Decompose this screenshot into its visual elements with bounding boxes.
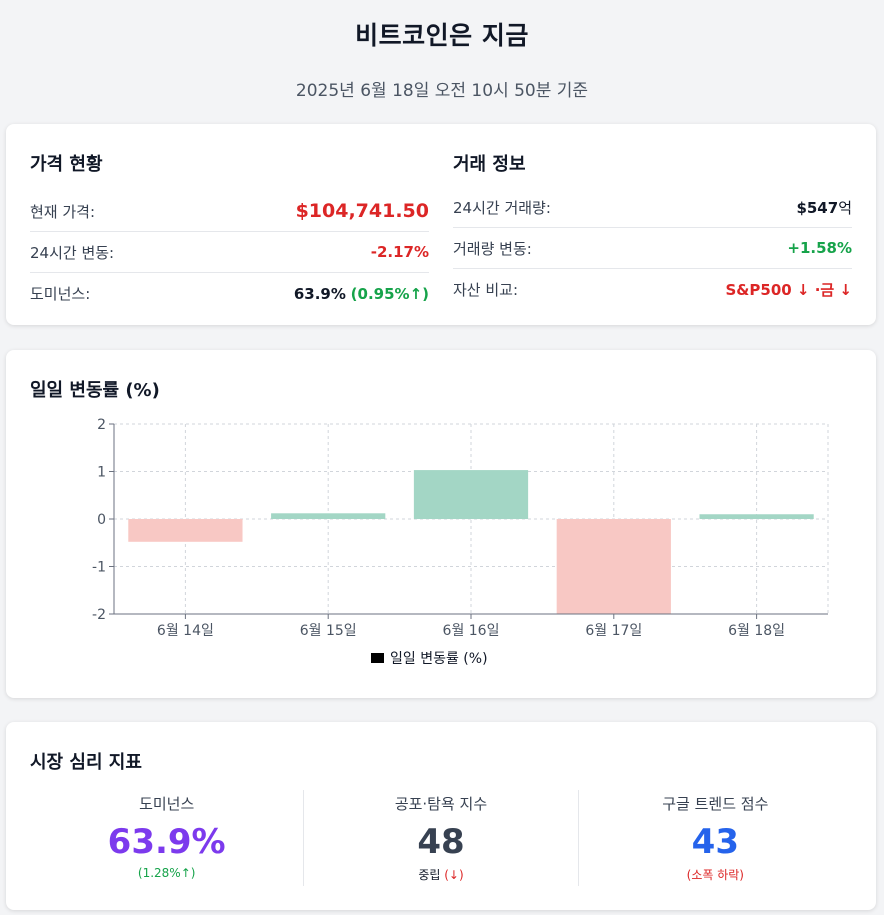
chart-card: 일일 변동률 (%) 2 1 0 -1 -2 6월 14일 6월 15일 6월 16일 6월 1…	[6, 350, 876, 698]
price-status-section: 가격 현황 현재 가격: $104,741.50 24시간 변동: -2.17%…	[30, 150, 429, 314]
dominance-row: 도미넌스: 63.9% (0.95%↑)	[30, 273, 429, 314]
metric-fear-greed-label: 공포·탐욕 지수	[394, 795, 488, 813]
metric-fear-greed-arrow: (↓)	[444, 868, 464, 882]
x-tick-label: 6월 18일	[728, 623, 785, 639]
volume-value: $547	[796, 198, 839, 217]
dominance-value-group: 63.9% (0.95%↑)	[294, 285, 429, 303]
x-tick-label: 6월 15일	[300, 623, 357, 639]
current-price-row: 현재 가격: $104,741.50	[30, 191, 429, 232]
volume-change-value: +1.58%	[787, 239, 852, 257]
metric-dominance-label: 도미넌스	[139, 795, 195, 813]
volume-change-label: 거래량 변동:	[453, 239, 532, 258]
bar	[413, 470, 529, 519]
metric-google-trend-sub: (소폭 하락)	[686, 868, 744, 882]
x-tick-label: 6월 16일	[443, 623, 500, 639]
trade-info-title: 거래 정보	[453, 154, 526, 175]
sentiment-title: 시장 심리 지표	[30, 752, 142, 773]
y-tick-label: 1	[97, 465, 106, 481]
chart-title: 일일 변동률 (%)	[30, 380, 160, 401]
dominance-label: 도미넌스:	[30, 285, 91, 303]
volume-unit: 억	[838, 198, 852, 217]
sentiment-card: 시장 심리 지표 도미넌스 63.9% (1.28%↑) 공포·탐욕 지수 48…	[6, 722, 876, 910]
metric-google-trend-value: 43	[691, 822, 739, 862]
y-tick-label: -2	[92, 607, 106, 623]
y-tick-label: 2	[97, 417, 106, 433]
y-tick-label: 0	[97, 512, 106, 528]
bar	[128, 519, 243, 542]
dominance-value: 63.9%	[293, 284, 346, 303]
volume-label: 24시간 거래량:	[453, 198, 551, 217]
metric-fear-greed-sub: 중립 (↓)	[304, 866, 577, 883]
x-tick-label: 6월 17일	[585, 623, 642, 639]
bar	[699, 514, 814, 519]
price-card: 가격 현황 현재 가격: $104,741.50 24시간 변동: -2.17%…	[6, 124, 876, 325]
metric-dominance-sub: (1.28%↑)	[137, 866, 196, 880]
metric-fear-greed-value: 48	[417, 822, 465, 862]
change-24h-row: 24시간 변동: -2.17%	[30, 232, 429, 273]
x-tick-label: 6월 14일	[157, 623, 214, 639]
metric-fear-greed: 공포·탐욕 지수 48 중립 (↓)	[304, 790, 579, 886]
asset-compare-value: S&P500 ↓ ·금 ↓	[725, 281, 853, 299]
bar	[271, 513, 386, 519]
current-price-label: 현재 가격:	[30, 202, 96, 221]
page-header: 비트코인은 지금 2025년 6월 18일 오전 10시 50분 기준	[0, 0, 884, 124]
current-price-value: $104,741.50	[295, 200, 429, 222]
price-status-title: 가격 현황	[30, 154, 103, 175]
asset-compare-row: 자산 비교: S&P500 ↓ ·금 ↓	[453, 269, 852, 310]
change-24h-label: 24시간 변동:	[30, 243, 115, 262]
metric-fear-greed-status: 중립	[418, 868, 441, 882]
page-title: 비트코인은 지금	[355, 21, 529, 50]
metric-google-trend: 구글 트렌드 점수 43 (소폭 하락)	[579, 790, 852, 886]
trade-info-section: 거래 정보 24시간 거래량: $547억 거래량 변동: +1.58% 자산 …	[453, 150, 852, 310]
change-24h-value: -2.17%	[370, 243, 429, 261]
volume-value-group: $547억	[796, 197, 852, 218]
page-subtitle: 2025년 6월 18일 오전 10시 50분 기준	[295, 81, 589, 101]
bar	[556, 519, 671, 614]
dominance-change: (0.95%↑)	[350, 284, 429, 303]
volume-row: 24시간 거래량: $547억	[453, 187, 852, 228]
legend-swatch	[371, 653, 384, 663]
y-tick-label: -1	[92, 560, 106, 576]
legend-label: 일일 변동률 (%)	[390, 651, 488, 667]
asset-compare-label: 자산 비교:	[453, 281, 519, 299]
metric-dominance: 도미넌스 63.9% (1.28%↑)	[30, 790, 305, 886]
volume-change-row: 거래량 변동: +1.58%	[453, 228, 852, 269]
metric-google-trend-label: 구글 트렌드 점수	[662, 795, 769, 813]
metric-dominance-value: 63.9%	[107, 822, 226, 862]
daily-change-chart: 2 1 0 -1 -2 6월 14일 6월 15일 6월 16일 6월 17일 6월 18일일일 …	[92, 417, 829, 667]
